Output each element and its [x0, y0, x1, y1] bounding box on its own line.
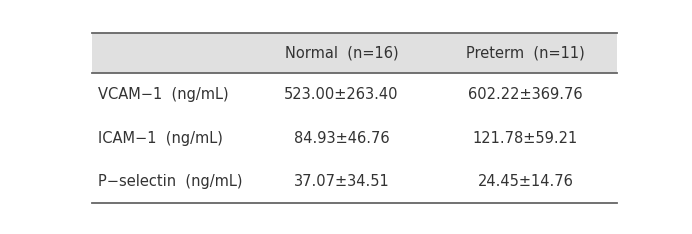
Text: 523.00±263.40: 523.00±263.40 — [284, 87, 399, 102]
Bar — [92, 33, 617, 73]
Text: 602.22±369.76: 602.22±369.76 — [468, 87, 583, 102]
Text: 24.45±14.76: 24.45±14.76 — [477, 174, 574, 189]
Text: VCAM−1  (ng/mL): VCAM−1 (ng/mL) — [98, 87, 229, 102]
Text: 37.07±34.51: 37.07±34.51 — [293, 174, 390, 189]
Text: Normal  (n=16): Normal (n=16) — [284, 46, 399, 61]
Text: 84.93±46.76: 84.93±46.76 — [293, 131, 390, 146]
Text: 121.78±59.21: 121.78±59.21 — [473, 131, 578, 146]
Text: Preterm  (n=11): Preterm (n=11) — [466, 46, 585, 61]
Text: P−selectin  (ng/mL): P−selectin (ng/mL) — [98, 174, 243, 189]
Text: ICAM−1  (ng/mL): ICAM−1 (ng/mL) — [98, 131, 224, 146]
